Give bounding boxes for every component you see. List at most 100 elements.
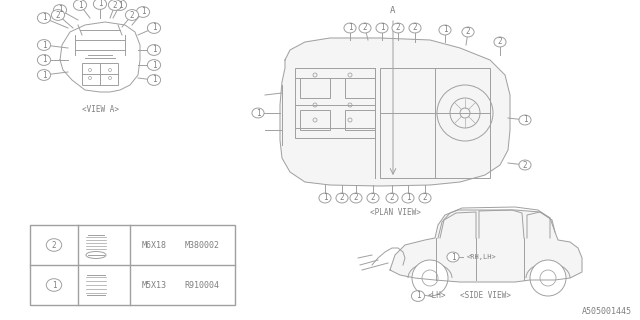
- Ellipse shape: [252, 108, 264, 118]
- Text: 1: 1: [52, 281, 56, 290]
- Ellipse shape: [447, 252, 459, 262]
- Bar: [380, 68, 490, 178]
- Ellipse shape: [376, 23, 388, 33]
- Ellipse shape: [462, 27, 474, 37]
- Ellipse shape: [86, 252, 106, 259]
- Ellipse shape: [108, 0, 122, 10]
- Text: <LH>: <LH>: [428, 292, 447, 300]
- Text: 2: 2: [52, 241, 56, 250]
- Text: 1: 1: [443, 26, 447, 35]
- Text: 2: 2: [113, 1, 117, 10]
- Ellipse shape: [125, 10, 139, 20]
- Ellipse shape: [359, 23, 371, 33]
- Ellipse shape: [519, 115, 531, 125]
- Ellipse shape: [74, 0, 86, 10]
- Ellipse shape: [419, 193, 431, 203]
- Text: 1: 1: [42, 70, 46, 79]
- Text: 1: 1: [380, 23, 384, 33]
- Ellipse shape: [37, 69, 51, 80]
- Ellipse shape: [392, 23, 404, 33]
- Text: A505001445: A505001445: [582, 308, 632, 316]
- Text: M6X18: M6X18: [141, 241, 166, 250]
- Text: <SIDE VIEW>: <SIDE VIEW>: [460, 292, 511, 300]
- Text: 1: 1: [58, 5, 62, 14]
- Text: 2: 2: [340, 194, 344, 203]
- Bar: [300, 110, 330, 130]
- Text: 1: 1: [42, 41, 46, 50]
- Ellipse shape: [147, 75, 161, 85]
- Text: 1: 1: [152, 76, 156, 84]
- Ellipse shape: [147, 23, 161, 33]
- Text: 1: 1: [323, 194, 327, 203]
- Polygon shape: [280, 38, 510, 186]
- Ellipse shape: [37, 55, 51, 65]
- Text: 2: 2: [466, 28, 470, 36]
- Text: 2: 2: [56, 11, 60, 20]
- Ellipse shape: [93, 0, 107, 9]
- Text: 1: 1: [406, 194, 410, 203]
- Text: 1: 1: [152, 45, 156, 54]
- Ellipse shape: [46, 239, 61, 251]
- Text: 2: 2: [422, 194, 428, 203]
- Text: 1: 1: [42, 55, 46, 65]
- Text: 1: 1: [523, 116, 527, 124]
- Ellipse shape: [46, 279, 61, 291]
- Ellipse shape: [519, 160, 531, 170]
- Circle shape: [412, 260, 448, 296]
- Text: 1: 1: [141, 7, 145, 17]
- Text: 1: 1: [152, 23, 156, 33]
- Ellipse shape: [350, 193, 362, 203]
- Text: 1: 1: [256, 108, 260, 117]
- Text: 1: 1: [416, 292, 420, 300]
- Text: 2: 2: [396, 23, 400, 33]
- Ellipse shape: [336, 193, 348, 203]
- Bar: [295, 68, 375, 138]
- Bar: [345, 110, 375, 130]
- Text: 1: 1: [451, 252, 455, 261]
- Ellipse shape: [37, 12, 51, 23]
- Text: <RH,LH>: <RH,LH>: [467, 254, 497, 260]
- Ellipse shape: [37, 40, 51, 50]
- Bar: [345, 78, 375, 98]
- Ellipse shape: [319, 193, 331, 203]
- Ellipse shape: [147, 44, 161, 55]
- Ellipse shape: [386, 193, 398, 203]
- Text: 2: 2: [413, 23, 417, 33]
- Ellipse shape: [53, 4, 67, 15]
- Ellipse shape: [402, 193, 414, 203]
- Ellipse shape: [494, 37, 506, 47]
- Text: 2: 2: [498, 37, 502, 46]
- Text: 2: 2: [523, 161, 527, 170]
- Ellipse shape: [367, 193, 379, 203]
- Text: 1: 1: [348, 23, 352, 33]
- Text: 2: 2: [130, 11, 134, 20]
- Ellipse shape: [136, 7, 150, 17]
- Polygon shape: [390, 210, 582, 282]
- Ellipse shape: [113, 0, 127, 10]
- Ellipse shape: [412, 291, 424, 301]
- Text: 1: 1: [152, 60, 156, 69]
- Text: <VIEW A>: <VIEW A>: [81, 105, 118, 114]
- Text: 1: 1: [118, 1, 122, 10]
- Bar: [82, 63, 118, 85]
- Text: 2: 2: [390, 194, 394, 203]
- Text: 1: 1: [42, 13, 46, 22]
- Ellipse shape: [51, 10, 65, 20]
- Text: 1: 1: [77, 1, 83, 10]
- Ellipse shape: [409, 23, 421, 33]
- Ellipse shape: [439, 25, 451, 35]
- Circle shape: [530, 260, 566, 296]
- Text: 1: 1: [98, 0, 102, 9]
- Ellipse shape: [147, 60, 161, 70]
- Text: A: A: [390, 6, 396, 15]
- Bar: [30, 225, 235, 305]
- Text: 2: 2: [371, 194, 375, 203]
- Ellipse shape: [344, 23, 356, 33]
- Bar: [300, 78, 330, 98]
- Text: 2: 2: [354, 194, 358, 203]
- Text: M380002: M380002: [184, 241, 220, 250]
- Text: R910004: R910004: [184, 281, 220, 290]
- Text: 2: 2: [363, 23, 367, 33]
- Text: M5X13: M5X13: [141, 281, 166, 290]
- Text: <PLAN VIEW>: <PLAN VIEW>: [369, 208, 420, 217]
